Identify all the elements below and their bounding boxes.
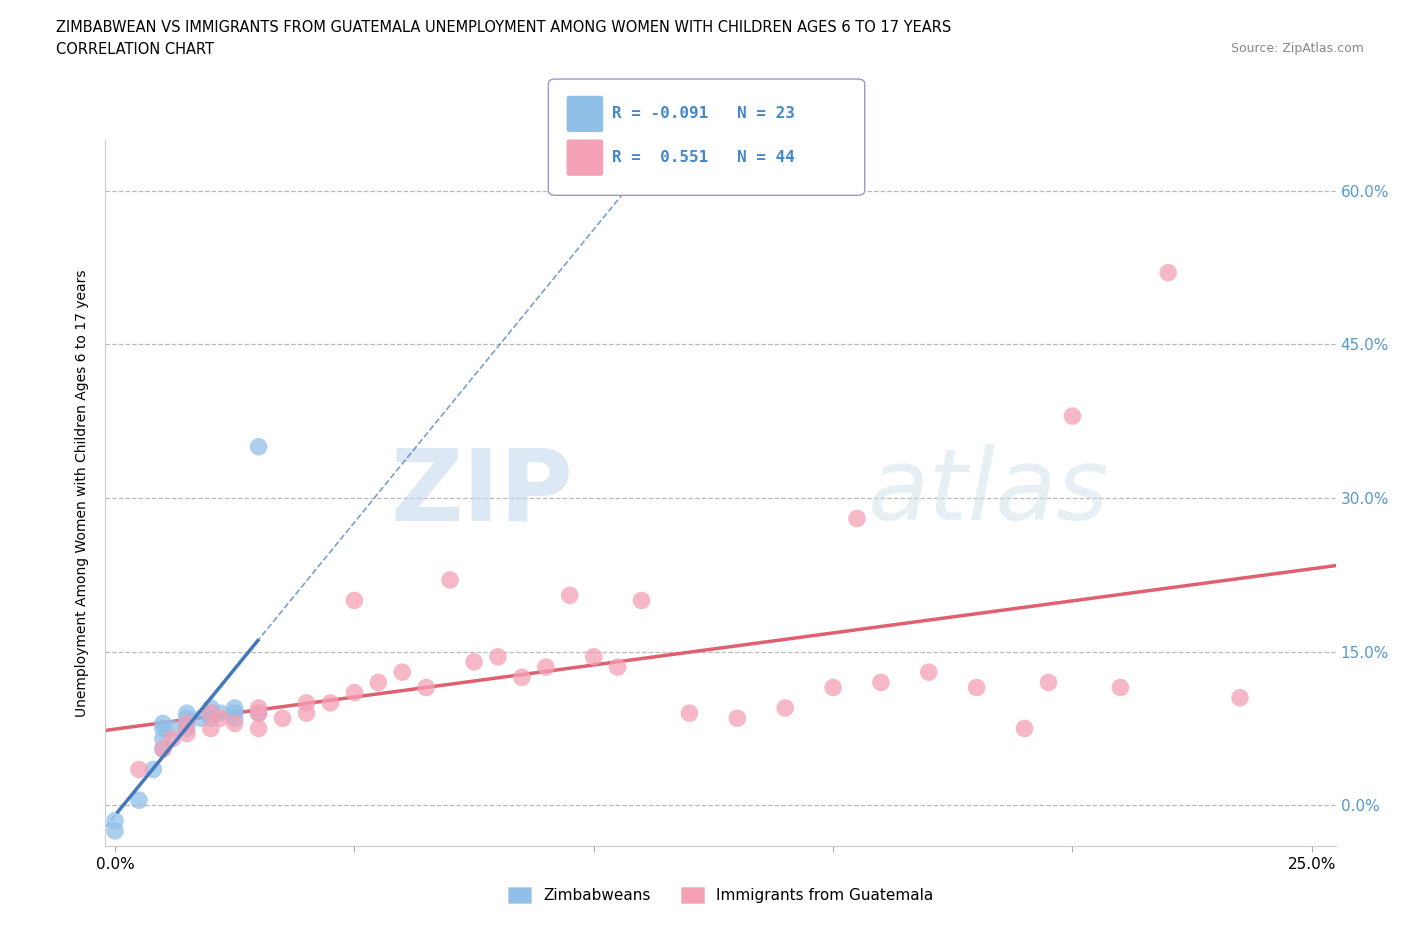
Point	[176, 716, 198, 731]
Point	[247, 706, 270, 721]
Point	[630, 593, 652, 608]
Point	[176, 711, 198, 725]
Point	[200, 700, 222, 715]
Point	[176, 726, 198, 741]
Point	[142, 762, 165, 777]
Point	[224, 706, 246, 721]
Point	[162, 721, 184, 736]
Text: ZIMBABWEAN VS IMMIGRANTS FROM GUATEMALA UNEMPLOYMENT AMONG WOMEN WITH CHILDREN A: ZIMBABWEAN VS IMMIGRANTS FROM GUATEMALA …	[56, 20, 952, 35]
Point	[1014, 721, 1036, 736]
Point	[1109, 680, 1132, 695]
Point	[271, 711, 294, 725]
Point	[152, 731, 174, 746]
Point	[176, 716, 198, 731]
Point	[162, 731, 184, 746]
Point	[391, 665, 413, 680]
Point	[200, 711, 222, 725]
Point	[247, 706, 270, 721]
Point	[558, 588, 581, 603]
Text: atlas: atlas	[869, 445, 1109, 541]
Point	[247, 700, 270, 715]
Point	[582, 649, 605, 664]
Point	[104, 823, 127, 838]
Point	[247, 439, 270, 454]
Point	[295, 706, 318, 721]
Point	[678, 706, 700, 721]
Point	[510, 670, 533, 684]
Point	[176, 721, 198, 736]
Point	[343, 593, 366, 608]
Point	[1038, 675, 1060, 690]
Point	[773, 700, 796, 715]
Point	[247, 721, 270, 736]
Point	[224, 711, 246, 725]
Point	[200, 706, 222, 721]
Point	[209, 706, 232, 721]
Point	[463, 655, 485, 670]
Point	[918, 665, 941, 680]
Text: CORRELATION CHART: CORRELATION CHART	[56, 42, 214, 57]
Point	[295, 696, 318, 711]
Text: Source: ZipAtlas.com: Source: ZipAtlas.com	[1230, 42, 1364, 55]
Point	[209, 711, 232, 725]
Legend: Zimbabweans, Immigrants from Guatemala: Zimbabweans, Immigrants from Guatemala	[502, 881, 939, 910]
Point	[152, 741, 174, 756]
Point	[439, 573, 461, 588]
Point	[415, 680, 437, 695]
Point	[343, 685, 366, 700]
Y-axis label: Unemployment Among Women with Children Ages 6 to 17 years: Unemployment Among Women with Children A…	[76, 269, 90, 717]
Point	[606, 659, 628, 674]
Point	[846, 512, 869, 526]
Point	[1157, 265, 1180, 280]
Text: R =  0.551   N = 44: R = 0.551 N = 44	[612, 150, 794, 165]
Point	[725, 711, 748, 725]
Point	[534, 659, 557, 674]
Point	[224, 700, 246, 715]
Point	[367, 675, 389, 690]
Point	[128, 792, 150, 807]
Text: ZIP: ZIP	[389, 445, 574, 541]
Point	[1229, 690, 1251, 705]
Point	[823, 680, 845, 695]
Point	[200, 706, 222, 721]
Point	[200, 721, 222, 736]
Point	[104, 813, 127, 828]
Point	[966, 680, 988, 695]
Point	[870, 675, 893, 690]
Point	[152, 741, 174, 756]
Text: R = -0.091   N = 23: R = -0.091 N = 23	[612, 106, 794, 121]
Point	[176, 706, 198, 721]
Point	[190, 711, 212, 725]
Point	[486, 649, 509, 664]
Point	[152, 716, 174, 731]
Point	[224, 716, 246, 731]
Point	[128, 762, 150, 777]
Point	[1062, 408, 1084, 423]
Point	[152, 721, 174, 736]
Point	[319, 696, 342, 711]
